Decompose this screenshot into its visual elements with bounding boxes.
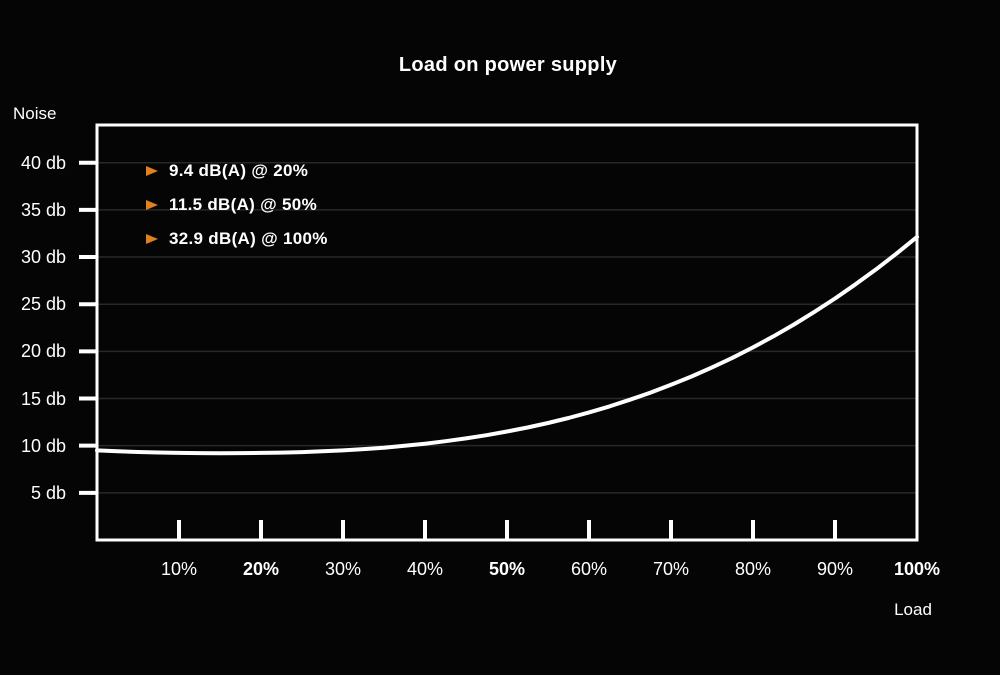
y-axis-tick-label: 35 db [20, 199, 66, 220]
annotation-label: 11.5 dB(A) @ 50% [169, 195, 317, 214]
annotation-item: 32.9 dB(A) @ 100% [146, 228, 328, 250]
y-axis-name: Noise [13, 104, 57, 123]
x-axis-tick-label: 90% [816, 559, 854, 579]
annotation-label: 32.9 dB(A) @ 100% [169, 229, 328, 248]
triangle-marker-icon [146, 166, 158, 176]
annotations: 9.4 dB(A) @ 20% 11.5 dB(A) @ 50% 32.9 dB… [146, 160, 328, 262]
y-axis-tick-label: 5 db [30, 482, 66, 503]
y-axis-tick-label: 40 db [20, 152, 66, 173]
chart-title: Load on power supply [398, 54, 618, 76]
y-axis-tick-label: 30 db [20, 247, 66, 268]
x-axis-tick-label: 60% [570, 559, 608, 579]
x-axis-tick-label: 10% [160, 559, 198, 579]
annotation-item: 9.4 dB(A) @ 20% [146, 160, 328, 182]
x-axis-tick-label: 70% [652, 559, 690, 579]
y-axis-tick-label: 25 db [20, 294, 66, 315]
noise-curve [95, 234, 919, 456]
x-axis-tick-label: 80% [734, 559, 772, 579]
x-axis-tick-label: 30% [324, 559, 362, 579]
y-axis-tick-label: 20 db [20, 341, 66, 362]
x-axis-tick-label: 100% [893, 559, 941, 579]
x-axis-tick-label: 40% [406, 559, 444, 579]
triangle-marker-icon [146, 234, 158, 244]
annotation-label: 9.4 dB(A) @ 20% [169, 161, 309, 180]
x-axis-tick-label: 50% [488, 559, 526, 579]
x-axis-name: Load [894, 600, 932, 619]
plot-border [95, 123, 919, 542]
y-axis-tick-label: 15 db [20, 388, 66, 409]
x-axis-tick-label: 20% [242, 559, 280, 579]
annotation-item: 11.5 dB(A) @ 50% [146, 194, 328, 216]
triangle-marker-icon [146, 200, 158, 210]
y-axis-tick-label: 10 db [20, 435, 66, 456]
